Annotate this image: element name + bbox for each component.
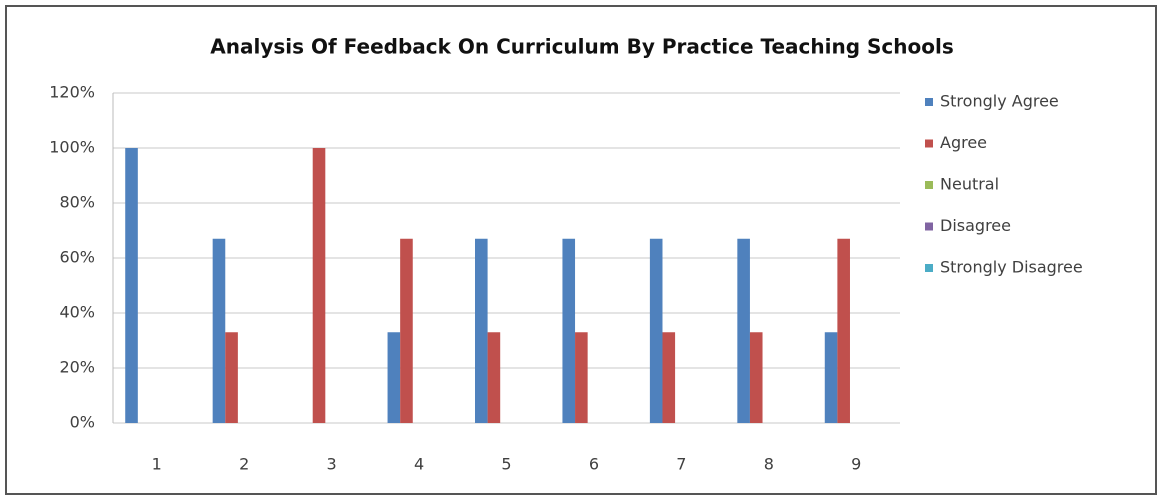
legend-swatch <box>925 222 933 231</box>
bar <box>387 332 401 423</box>
x-tick-label: 1 <box>152 455 162 474</box>
x-tick-label: 8 <box>764 455 774 474</box>
x-tick-label: 2 <box>239 455 249 474</box>
bar <box>225 332 238 423</box>
x-tick-label: 7 <box>676 455 686 474</box>
legend-label: Strongly Agree <box>940 92 1059 111</box>
bar <box>475 238 488 423</box>
legend-swatch <box>925 98 933 106</box>
y-tick-label: 20% <box>59 358 95 377</box>
bar <box>487 332 501 423</box>
x-tick-label: 5 <box>501 455 511 474</box>
y-tick-label: 60% <box>59 248 95 267</box>
legend-swatch <box>925 181 933 189</box>
y-tick-label: 40% <box>59 303 95 322</box>
y-tick-label: 100% <box>49 138 95 157</box>
bar <box>125 148 138 423</box>
bar <box>212 238 226 423</box>
y-tick-label: 80% <box>59 193 95 212</box>
legend-label: Neutral <box>940 175 999 194</box>
legend-swatch <box>925 139 933 148</box>
bar <box>400 238 413 423</box>
bar <box>562 238 576 423</box>
bar <box>649 238 663 423</box>
chart-title: Analysis Of Feedback On Curriculum By Pr… <box>210 35 954 59</box>
x-tick-label: 9 <box>851 455 861 474</box>
y-tick-label: 120% <box>49 83 95 102</box>
legend-label: Disagree <box>940 216 1011 235</box>
bar <box>737 238 750 423</box>
y-tick-label: 0% <box>70 413 95 432</box>
legend-swatch <box>925 264 933 272</box>
bar <box>662 332 676 423</box>
legend-label: Strongly Disagree <box>940 258 1083 277</box>
x-tick-label: 3 <box>327 455 337 474</box>
bar <box>575 332 588 423</box>
x-tick-label: 4 <box>414 455 424 474</box>
legend-label: Agree <box>940 133 987 152</box>
bar <box>837 238 850 423</box>
bar <box>749 332 763 423</box>
bar <box>312 148 326 423</box>
bar <box>824 332 838 423</box>
x-tick-label: 6 <box>589 455 599 474</box>
